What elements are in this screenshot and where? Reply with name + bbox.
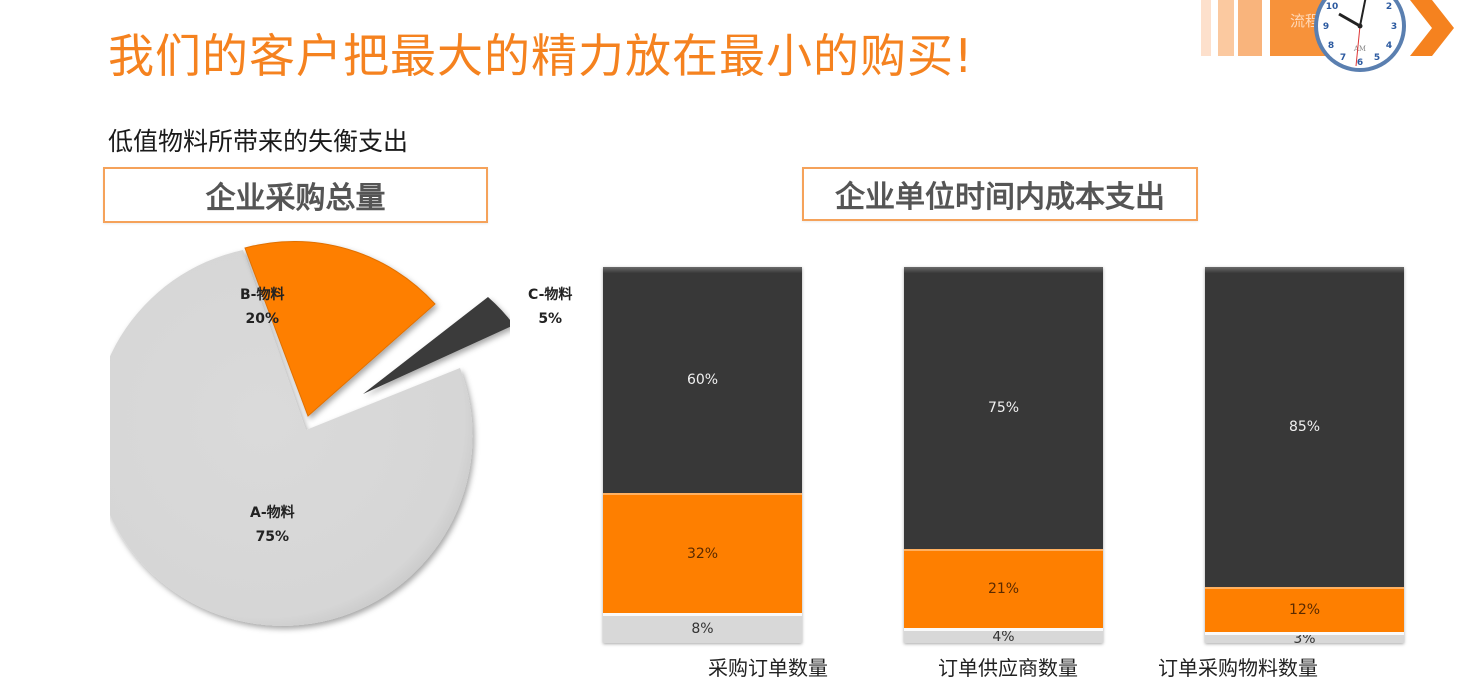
svg-text:4: 4 [1386, 41, 1392, 51]
pie-slice-a [110, 250, 473, 626]
pie-section-title: 企业采购总量 [103, 167, 488, 223]
bar-segment-a: 8% [603, 612, 802, 643]
bar-category-label: 采购订单数量 [708, 656, 828, 680]
pie-chart [110, 241, 510, 626]
header-decoration-stripe [1201, 0, 1211, 56]
bar-segment-b: 12% [1205, 586, 1404, 632]
page-title: 我们的客户把最大的精力放在最小的购买! [108, 29, 974, 83]
bar-category-label: 订单供应商数量 [938, 656, 1078, 680]
bar-section-title-text: 企业单位时间内成本支出 [835, 180, 1165, 215]
bar-column-1: 60% 32% 8% [603, 267, 802, 643]
bar-segment-b: 21% [904, 549, 1103, 628]
svg-text:3: 3 [1391, 22, 1397, 32]
pie-label-b: B-物料 20% [240, 287, 285, 327]
bar-section-title: 企业单位时间内成本支出 [802, 167, 1198, 221]
chevron-right-icon [1410, 0, 1454, 56]
svg-text:5: 5 [1374, 53, 1380, 63]
svg-text:10: 10 [1326, 2, 1339, 12]
svg-text:8: 8 [1328, 41, 1334, 51]
bar-column-3: 85% 12% 3% [1205, 267, 1404, 643]
page-subtitle: 低值物料所带来的失衡支出 [108, 127, 409, 156]
bar-column-2: 75% 21% 4% [904, 267, 1103, 643]
pie-label-a: A-物料 75% [250, 505, 295, 545]
bar-segment-a: 3% [1205, 631, 1404, 643]
svg-text:9: 9 [1323, 22, 1329, 32]
bar-segment-c: 75% [904, 267, 1103, 549]
bar-segment-c: 85% [1205, 267, 1404, 587]
pie-slice-b [244, 241, 436, 417]
svg-text:2: 2 [1386, 2, 1392, 12]
pie-slice-c [363, 297, 510, 394]
header-decoration-stripe [1218, 0, 1234, 56]
header-decoration-label: 流程 [1290, 12, 1321, 30]
bar-segment-b: 32% [603, 492, 802, 613]
bar-category-label: 订单采购物料数量 [1158, 656, 1318, 680]
svg-text:AM: AM [1353, 45, 1366, 53]
svg-text:7: 7 [1340, 53, 1346, 63]
pie-label-c: C-物料 5% [528, 287, 573, 327]
bar-segment-c: 60% [603, 267, 802, 493]
clock-icon: 1212 345 678 91011 AM [1314, 0, 1406, 72]
svg-text:6: 6 [1357, 58, 1363, 68]
header-decoration-stripe [1238, 0, 1262, 56]
pie-section-title-text: 企业采购总量 [205, 181, 386, 216]
bar-segment-a: 4% [904, 627, 1103, 643]
